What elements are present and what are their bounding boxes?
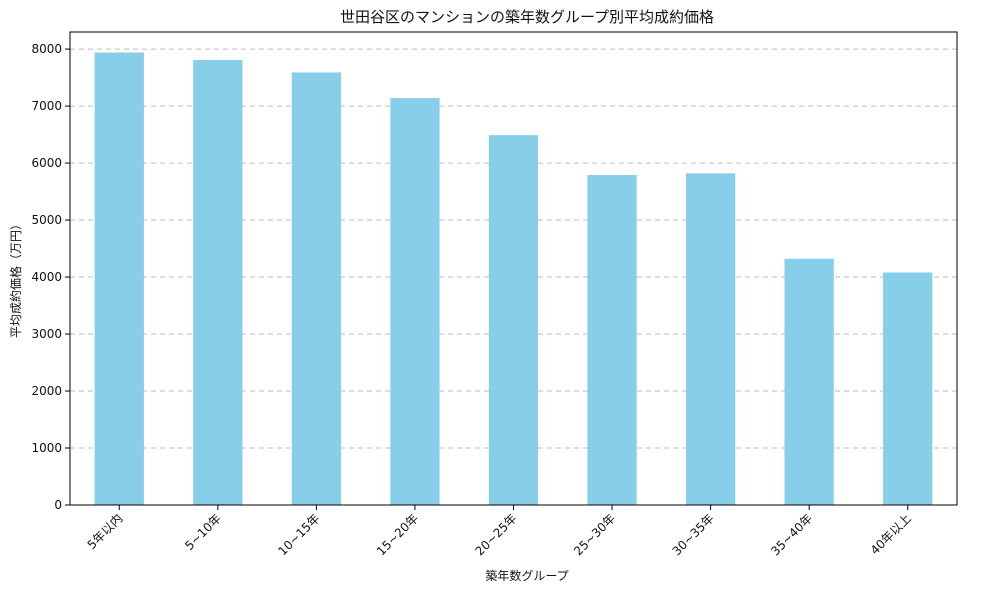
bar [94,52,144,506]
y-tick-label: 5000 [31,213,62,227]
x-axis-label: 築年数グループ [485,568,568,583]
x-tick-label: 40年以上 [868,511,914,557]
y-axis-label: 平均成約価格（万円） [8,218,23,338]
y-tick-label: 3000 [31,327,62,341]
y-axis-ticks: 0 1000 2000 3000 4000 5000 6000 7000 8000 [31,42,70,512]
x-tick-label: 35~40年 [768,511,815,558]
y-tick-label: 1000 [31,441,62,455]
y-tick-label: 6000 [31,156,62,170]
bars [94,52,933,506]
x-tick-label: 30~35年 [670,511,717,558]
x-tick-label: 5~10年 [182,511,224,553]
x-tick-label: 10~15年 [275,511,322,558]
bar [587,175,637,505]
bar [883,272,933,505]
bar [784,258,834,505]
y-tick-label: 0 [54,498,62,512]
chart-title: 世田谷区のマンションの築年数グループ別平均成約価格 [340,8,714,26]
y-tick-label: 2000 [31,384,62,398]
bar [390,98,440,506]
x-tick-label: 15~20年 [374,511,421,558]
x-tick-label: 25~30年 [571,511,618,558]
x-tick-label: 5年以内 [85,511,126,552]
x-axis-ticks: 5年以内 5~10年 10~15年 15~20年 20~25年 25~30年 30~35年 3… [85,505,914,558]
bar [488,135,539,505]
x-tick-label: 20~25年 [473,511,520,558]
y-tick-label: 4000 [31,270,62,284]
y-tick-label: 8000 [31,42,62,56]
y-tick-label: 7000 [31,99,62,113]
bar [685,173,736,505]
bar [291,72,342,505]
bar [193,59,243,505]
